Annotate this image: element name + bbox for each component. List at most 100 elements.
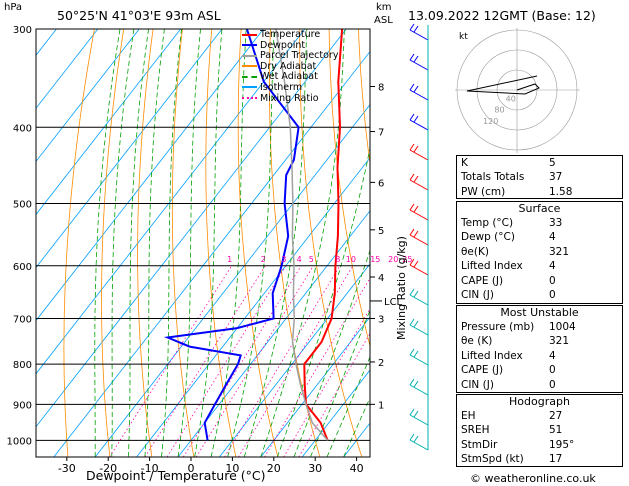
skewt-profiles (163, 29, 344, 441)
legend-item: Dewpoint (242, 39, 338, 52)
wind-barb (409, 179, 429, 191)
index-row: Lifted Index 4 (457, 259, 624, 273)
isotherm-line (36, 29, 264, 322)
hodograph-table-title: Hodograph (509, 395, 570, 408)
index-row: StmSpd (kt) 17 (457, 452, 624, 466)
hodograph-trace (466, 75, 540, 95)
index-value: 33 (549, 217, 563, 229)
legend-item: Mixing Ratio (242, 92, 338, 105)
wind-barb-flag (413, 85, 419, 93)
isotherm-line (136, 157, 370, 457)
mixing-ratio-tick-label: 1 (227, 255, 232, 264)
index-label: Lifted Index (461, 349, 523, 362)
legend-swatch (242, 44, 257, 47)
dry-adiabat-line (101, 29, 125, 457)
x-tick-label: 30 (308, 462, 322, 475)
legend-item: Temperature (242, 29, 338, 41)
index-value: 37 (549, 171, 563, 184)
legend-label: Isotherm (260, 81, 303, 93)
index-value: 27 (549, 410, 563, 422)
wind-barb-flag (413, 320, 419, 328)
wind-barb-flag (413, 145, 419, 153)
mixing-ratio-tick-label: 2 (261, 255, 266, 264)
km-tick-label: 4 (378, 273, 384, 284)
dry-adiabat-line (328, 29, 370, 348)
wind-barb (409, 384, 429, 396)
wind-barb-flag (413, 410, 419, 418)
wet-adiabat-line (293, 249, 370, 457)
wet-adiabat-line (144, 29, 165, 457)
mixing-ratio-tick-label: 4 (297, 255, 302, 264)
wind-barb-flag (413, 435, 419, 443)
mixing-ratio-tick-label: 20 (388, 255, 398, 264)
datetime-title: 13.09.2022 12GMT (Base: 12) (408, 8, 596, 23)
legend-label: Temperature (260, 29, 321, 40)
pressure-tick-label: 400 (13, 123, 32, 134)
mixing-ratio-line (264, 277, 370, 457)
index-label: SREH (461, 424, 490, 437)
wet-adiabat-line (111, 29, 135, 457)
index-value: 0 (549, 274, 556, 287)
wind-barb-flag (409, 173, 415, 181)
index-label: CAPE (J) (461, 364, 504, 377)
index-row: Dewp (°C) 4 (457, 230, 624, 244)
mixing-ratio-line (195, 265, 314, 457)
mixing-ratio-tick-label: 15 (370, 255, 380, 264)
index-label: Dewp (°C) (461, 231, 515, 244)
index-row: Pressure (mb) 1004 (457, 320, 624, 334)
wind-barb (409, 29, 429, 41)
most-unstable-title: Most Unstable (500, 306, 579, 319)
index-row: Lifted Index 4 (457, 349, 624, 363)
legend-label: Mixing Ratio (260, 92, 319, 104)
hodograph-ring-label: 80 (494, 106, 504, 115)
legend-swatch (242, 86, 257, 89)
mixing-ratio-tick-label: 3 (281, 255, 286, 264)
wind-barb-flag (409, 378, 415, 386)
index-value: 1.58 (549, 185, 573, 198)
x-axis-label: Dewpoint / Temperature (°C) (86, 468, 266, 483)
x-tick-label: 10 (225, 462, 239, 475)
km-tick-label: 7 (378, 128, 384, 139)
index-label: StmDir (461, 438, 498, 451)
km-tick-label: 3 (378, 314, 384, 325)
wind-barb-flag (409, 288, 415, 296)
index-value: 0 (549, 288, 556, 301)
wind-barb-flag (409, 348, 415, 356)
index-label: StmSpd (kt) (461, 453, 524, 466)
isotherm-line (36, 29, 223, 269)
wind-barb (409, 439, 429, 451)
index-value: 17 (549, 453, 563, 466)
hodograph-table: Hodograph EH 27 SREH 51 StmDir 195° StmSpd (kt… (456, 394, 623, 467)
index-label: CIN (J) (461, 378, 494, 391)
isotherm-line (36, 29, 99, 109)
legend-item: Dry Adiabat (242, 60, 338, 73)
index-row: CIN (J) 0 (457, 288, 624, 302)
index-row: θe (K) 321 (457, 334, 624, 348)
index-label: PW (cm) (461, 185, 506, 198)
isotherm-line (36, 29, 347, 428)
wind-barb-flag (413, 205, 419, 213)
x-tick-label: 20 (267, 462, 281, 475)
index-label: Totals Totals (461, 171, 525, 184)
isotherm-line (94, 104, 370, 457)
wet-adiabat-line (161, 29, 182, 457)
wind-barb (409, 324, 429, 336)
km-axis-title: km (376, 2, 392, 13)
wet-adiabat-line (227, 29, 275, 457)
legend-label: Dry Adiabat (260, 60, 317, 72)
index-value: 195° (549, 438, 575, 451)
index-value: 4 (549, 260, 556, 273)
index-label: Lifted Index (461, 260, 523, 273)
wind-barb (409, 89, 429, 101)
mixing-ratio-line (166, 265, 287, 457)
legend-label: Dewpoint (260, 39, 306, 51)
legend-label: Parcel Trajectory (260, 50, 339, 62)
index-label: θe(K) (461, 245, 489, 258)
wind-barb-flag (413, 115, 419, 123)
mixing-ratio-tick-label: 10 (346, 255, 356, 264)
surface-table: Surface Temp (°C) 33 Dewp (°C) 4 θe(K) 321 Lif… (456, 201, 623, 304)
wind-barb-flag (413, 175, 419, 183)
hodograph-ring-label: 40 (506, 94, 516, 103)
skewt-background-lines (36, 29, 370, 457)
index-value: 51 (549, 424, 563, 437)
